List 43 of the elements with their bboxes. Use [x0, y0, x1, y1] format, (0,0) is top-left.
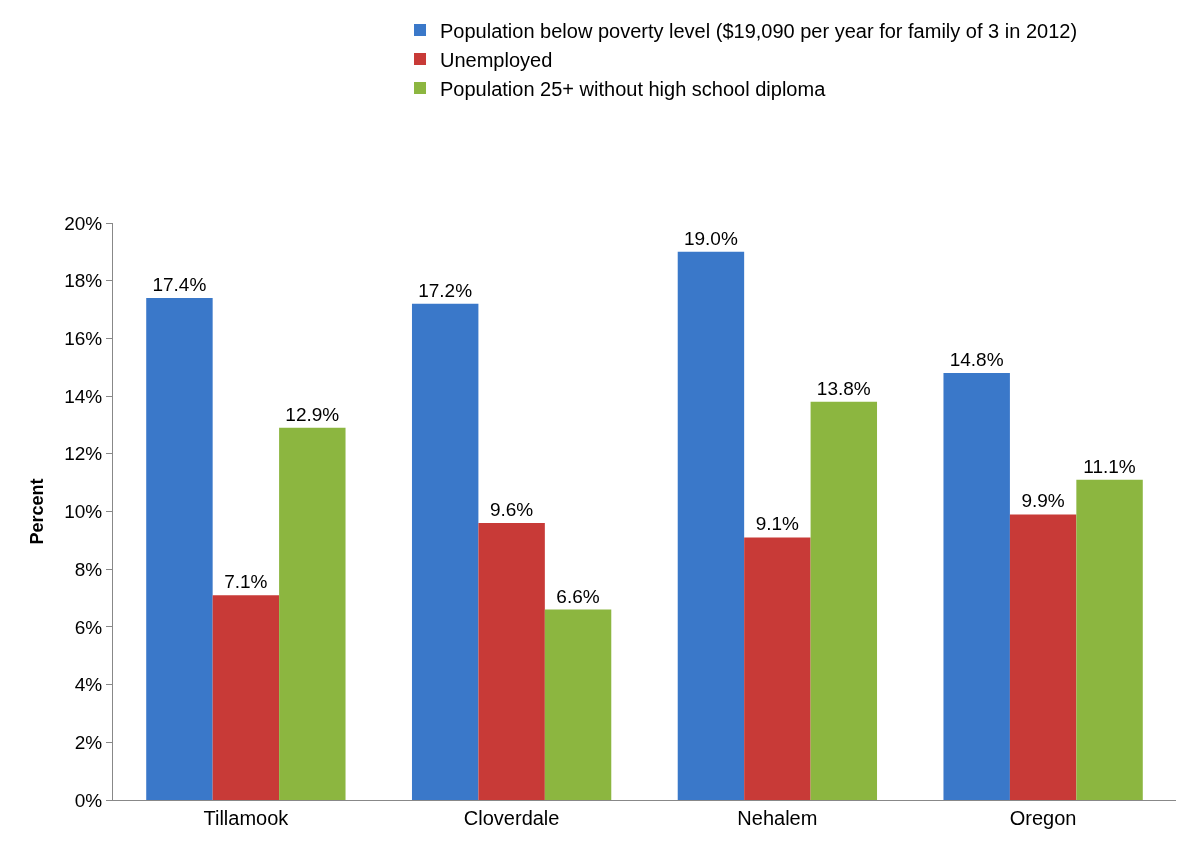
bar: [744, 537, 811, 800]
y-tick-label: 10%: [64, 501, 103, 523]
bar: [478, 523, 545, 800]
y-axis-title: Percent: [27, 478, 48, 545]
legend-label: Population below poverty level ($19,090 per year for family of 3 in 2012): [440, 19, 1078, 42]
y-tick-label: 0%: [74, 789, 103, 811]
y-tick-label: 18%: [64, 270, 103, 292]
bar: [279, 427, 346, 800]
bar: [146, 298, 213, 800]
bar: [212, 595, 280, 800]
data-label: 19.0%: [683, 227, 738, 249]
y-tick-label: 6%: [74, 616, 103, 638]
y-tick-label: 20%: [64, 212, 103, 234]
data-label: 11.1%: [1083, 455, 1136, 477]
data-label: 9.6%: [489, 499, 534, 521]
y-tick-label: 4%: [74, 674, 103, 696]
data-label: 6.6%: [556, 585, 600, 607]
y-tick-label: 16%: [64, 328, 103, 350]
bar: [810, 401, 878, 800]
bar: [1009, 514, 1077, 800]
data-label: 17.2%: [418, 279, 473, 301]
x-tick-label: Nehalem: [737, 807, 818, 829]
bar: [943, 373, 1010, 800]
legend-label: Unemployed: [440, 48, 553, 71]
data-label: 7.1%: [224, 571, 268, 593]
bar: [411, 303, 479, 800]
y-tick-label: 14%: [64, 385, 103, 407]
data-label: 12.9%: [285, 403, 340, 425]
x-tick-label: Cloverdale: [463, 807, 560, 829]
bar: [677, 251, 745, 800]
y-tick-label: 8%: [74, 558, 103, 580]
x-tick-label: Tillamook: [203, 807, 290, 829]
data-label: 14.8%: [949, 349, 1004, 371]
data-label: 17.4%: [152, 274, 207, 296]
data-label: 9.9%: [1021, 490, 1065, 512]
y-tick-label: 12%: [64, 443, 103, 465]
bar: [544, 609, 612, 800]
x-tick-label: Oregon: [1009, 807, 1077, 829]
data-label: 9.1%: [755, 513, 800, 535]
y-tick-label: 2%: [74, 731, 103, 753]
data-label: 13.8%: [816, 377, 871, 399]
bar: [1076, 479, 1143, 800]
legend-label: Population 25+ without high school diploma: [440, 77, 827, 100]
